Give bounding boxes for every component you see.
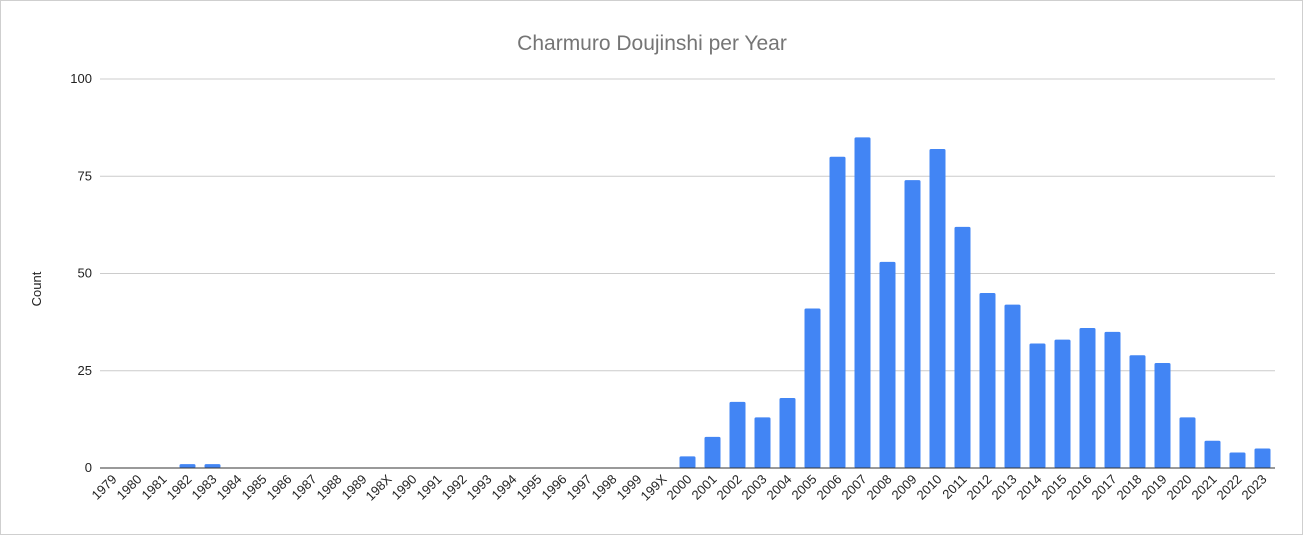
- x-tick-label: 1991: [414, 472, 445, 503]
- x-tick-label: 2013: [989, 472, 1020, 503]
- x-tick-label: 1994: [489, 472, 520, 503]
- x-tick-label: 2000: [664, 472, 695, 503]
- x-tick-label: 1988: [314, 472, 345, 503]
- x-tick-label: 1981: [139, 472, 170, 503]
- x-tick-label: 1985: [239, 472, 270, 503]
- x-tick-label: 2020: [1164, 472, 1195, 503]
- bar-2021: [1204, 440, 1221, 468]
- bar-2013: [1004, 304, 1021, 468]
- x-tick-label: 2007: [839, 472, 870, 503]
- x-tick-label: 1983: [189, 472, 220, 503]
- bar-2020: [1179, 417, 1196, 468]
- x-tick-label: 2021: [1189, 472, 1220, 503]
- x-tick-label: 1986: [264, 472, 295, 503]
- x-tick-label: 1980: [114, 472, 145, 503]
- x-tick-label: 2014: [1014, 472, 1045, 503]
- bar-2011: [954, 226, 971, 468]
- x-tick-label: 2022: [1214, 472, 1245, 503]
- x-tick-label: 2018: [1114, 472, 1145, 503]
- x-tick-label: 2005: [789, 472, 820, 503]
- chart-title: Charmuro Doujinshi per Year: [517, 32, 787, 55]
- gridlines: [100, 78, 1275, 372]
- bar-2000: [679, 456, 696, 468]
- bar-2005: [804, 308, 821, 468]
- bar-2022: [1229, 452, 1246, 468]
- x-tick-labels: 1979198019811982198319841985198619871988…: [89, 471, 1270, 503]
- x-tick-label: 198X: [363, 471, 395, 503]
- x-tick-label: 2008: [864, 472, 895, 503]
- x-tick-label: 2019: [1139, 472, 1170, 503]
- x-tick-label: 2011: [939, 472, 969, 502]
- x-tick-label: 2002: [714, 472, 745, 503]
- x-tick-label: 2015: [1039, 472, 1070, 503]
- x-tick-label: 1998: [589, 472, 620, 503]
- y-tick-label: 100: [70, 71, 92, 86]
- x-tick-label: 1987: [289, 472, 320, 503]
- x-tick-label: 1992: [439, 472, 470, 503]
- x-tick-label: 1999: [614, 472, 645, 503]
- x-tick-label: 1989: [339, 472, 370, 503]
- x-tick-label: 2006: [814, 472, 845, 503]
- bar-2008: [879, 261, 896, 468]
- bar-2009: [904, 180, 921, 468]
- y-tick-label: 25: [78, 363, 92, 378]
- y-tick-label: 50: [78, 266, 92, 281]
- bar-2014: [1029, 343, 1046, 468]
- x-tick-label: 1982: [164, 472, 195, 503]
- bar-2016: [1079, 327, 1096, 468]
- x-tick-label: 2004: [764, 472, 795, 503]
- x-tick-label: 2010: [914, 472, 945, 503]
- bar-2001: [704, 436, 721, 468]
- y-axis-label: Count: [29, 271, 44, 306]
- y-tick-label: 75: [78, 168, 92, 183]
- x-tick-label: 199X: [638, 471, 670, 503]
- y-tick-label: 0: [85, 460, 92, 475]
- x-tick-label: 2001: [689, 472, 720, 503]
- y-tick-labels: 0 25 50 75 100: [70, 71, 92, 475]
- bar-2015: [1054, 339, 1071, 468]
- x-tick-label: 1995: [514, 472, 545, 503]
- bar-2019: [1154, 362, 1171, 468]
- bar-2017: [1104, 331, 1121, 468]
- bar-2012: [979, 292, 996, 468]
- x-tick-label: 2017: [1089, 472, 1120, 503]
- bars: [179, 137, 1271, 469]
- x-tick-label: 2009: [889, 472, 920, 503]
- bar-2002: [729, 401, 746, 468]
- x-tick-label: 1984: [214, 472, 245, 503]
- bar-2006: [829, 156, 846, 469]
- bar-2004: [779, 397, 796, 468]
- bar-2018: [1129, 355, 1146, 468]
- bar-2023: [1254, 448, 1271, 468]
- bar-2010: [929, 149, 946, 468]
- bar-1982: [179, 464, 196, 468]
- bar-2003: [754, 417, 771, 468]
- x-tick-label: 1990: [389, 472, 420, 503]
- x-tick-label: 2003: [739, 472, 770, 503]
- x-tick-label: 1996: [539, 472, 570, 503]
- x-tick-label: 1979: [89, 472, 120, 503]
- x-tick-label: 2012: [964, 472, 995, 503]
- x-tick-label: 1993: [464, 472, 495, 503]
- bar-2007: [854, 137, 871, 468]
- x-tick-label: 2023: [1239, 472, 1270, 503]
- bar-1983: [204, 464, 221, 468]
- x-tick-label: 1997: [564, 472, 595, 503]
- x-tick-label: 2016: [1064, 472, 1095, 503]
